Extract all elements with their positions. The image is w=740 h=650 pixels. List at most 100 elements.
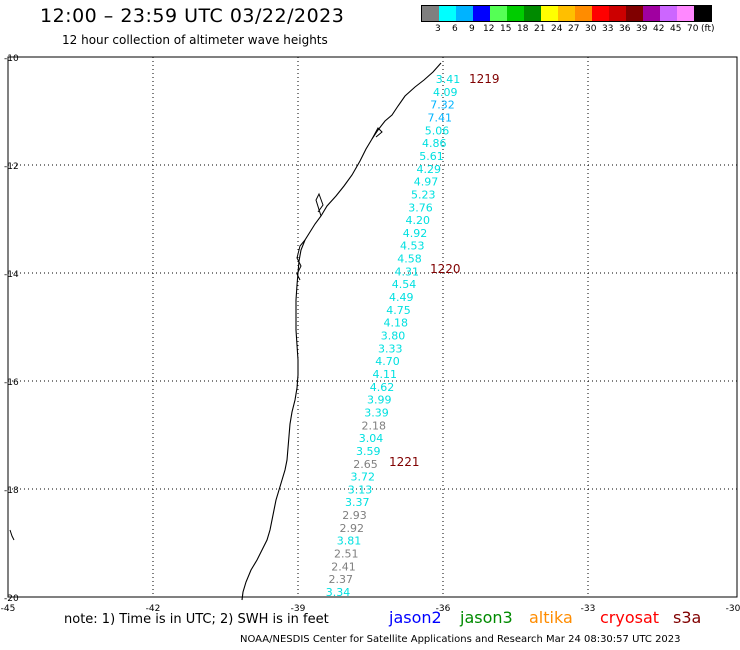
wave-height-value: 3.04 [359, 432, 384, 445]
wave-height-value: 3.39 [364, 406, 389, 419]
wave-height-value: 4.86 [422, 137, 447, 150]
scale-label: 36 [619, 24, 631, 34]
wave-height-value: 3.13 [348, 483, 373, 496]
map-title: 12:00 – 23:59 UTC 03/22/2023 [40, 5, 345, 27]
wave-height-value: 3.99 [367, 394, 392, 407]
wave-height-value: 4.20 [406, 214, 431, 227]
wave-height-value: 4.11 [373, 368, 398, 381]
satellite-cryosat: cryosat [600, 608, 660, 627]
wave-height-value: 4.54 [392, 278, 417, 291]
wave-height-value: 2.65 [353, 458, 378, 471]
wave-height-value: 5.23 [411, 188, 436, 201]
scale-swatch [694, 6, 711, 21]
scale-label: 33 [602, 24, 614, 34]
scale-label: 15 [500, 24, 512, 34]
wave-height-value: 3.41 [436, 73, 461, 86]
scale-swatch [592, 6, 609, 21]
scale-swatch [456, 6, 473, 21]
wave-height-value: 5.61 [419, 150, 444, 163]
longitude-label: -33 [581, 604, 596, 614]
wave-height-value: 3.59 [356, 445, 381, 458]
color-scale-legend: 3 6 9 12 15 18 21 24 27 30 33 36 39 42 45 70 (ft) [421, 5, 715, 36]
wave-height-value: 4.92 [403, 227, 428, 240]
wave-height-value: 3.81 [337, 535, 362, 548]
wave-height-value: 2.41 [331, 560, 356, 573]
scale-swatch [609, 6, 626, 21]
wave-height-value: 2.92 [340, 522, 365, 535]
footer-credit: NOAA/NESDIS Center for Satellite Applica… [240, 634, 681, 645]
wave-height-value: 4.53 [400, 240, 425, 253]
longitude-label: -30 [726, 604, 740, 614]
bay-outline [9, 127, 383, 541]
wave-height-value: 4.18 [384, 317, 409, 330]
scale-label: 3 [435, 24, 441, 34]
scale-label: 30 [585, 24, 597, 34]
scale-label: 39 [636, 24, 648, 34]
wave-height-value: 4.29 [417, 163, 442, 176]
wave-height-value: 3.76 [408, 201, 433, 214]
scale-label: 70 [687, 24, 699, 34]
color-scale-bar [421, 5, 712, 22]
wave-height-value: 4.09 [433, 86, 458, 99]
wave-height-value: 5.06 [425, 124, 450, 137]
longitude-labels: -45 -42 -39 -36 -33 -30 [1, 604, 740, 614]
graticule [8, 57, 737, 597]
scale-swatch [677, 6, 694, 21]
map-frame [7, 56, 738, 598]
wave-height-value: 2.93 [342, 509, 367, 522]
latitude-label: -16 [4, 378, 19, 388]
pass-time-label: 1220 [430, 262, 461, 276]
pass-time-label: 1221 [389, 455, 420, 469]
scale-swatch [541, 6, 558, 21]
scale-swatch [643, 6, 660, 21]
wave-height-value: 4.97 [414, 176, 439, 189]
longitude-label: -42 [146, 604, 161, 614]
scale-swatch [473, 6, 490, 21]
scale-label: 18 [517, 24, 529, 34]
wave-height-value: 4.75 [386, 304, 411, 317]
wave-height-value: 7.32 [430, 99, 455, 112]
satellite-jason3: jason3 [460, 608, 513, 627]
scale-swatch [422, 6, 439, 21]
scale-label: 24 [551, 24, 563, 34]
scale-label: 42 [653, 24, 665, 34]
scale-label: 45 [670, 24, 682, 34]
wave-height-value: 3.72 [351, 471, 376, 484]
latitude-label: -20 [4, 594, 19, 604]
latitude-label: -18 [4, 486, 19, 496]
wave-height-value: 2.18 [362, 419, 387, 432]
pass-time-labels: 1219 1220 1221 [389, 72, 500, 469]
scale-label: 9 [469, 24, 475, 34]
wave-height-value: 3.34 [326, 586, 351, 599]
map-subtitle: 12 hour collection of altimeter wave hei… [62, 33, 328, 47]
scale-unit: (ft) [701, 24, 715, 34]
satellite-altika: altika [529, 608, 573, 627]
scale-swatch [490, 6, 507, 21]
scale-label: 6 [452, 24, 458, 34]
wave-height-value: 3.80 [381, 330, 406, 343]
longitude-label: -36 [436, 604, 451, 614]
wave-height-value: 2.51 [334, 548, 359, 561]
coastline [241, 62, 442, 601]
latitude-labels: -10 -12 -14 -16 -18 -20 [4, 54, 19, 604]
color-scale-labels: 3 6 9 12 15 18 21 24 27 30 33 36 39 42 45 70 (ft) [421, 22, 715, 36]
wave-height-value: 4.49 [389, 291, 414, 304]
wave-height-value: 3.33 [378, 342, 403, 355]
wave-height-value: 2.37 [329, 573, 354, 586]
scale-label: 27 [568, 24, 580, 34]
scale-swatch [558, 6, 575, 21]
wave-height-track: 3.414.097.327.415.064.865.614.294.975.23… [326, 73, 461, 599]
longitude-label: -45 [1, 604, 16, 614]
scale-label: 21 [534, 24, 546, 34]
wave-height-value: 7.41 [428, 111, 453, 124]
longitude-label: -39 [291, 604, 306, 614]
scale-swatch [575, 6, 592, 21]
latitude-label: -12 [4, 162, 19, 172]
scale-swatch [439, 6, 456, 21]
satellite-s3a: s3a [673, 608, 702, 627]
scale-swatch [524, 6, 541, 21]
wave-height-value: 3.37 [345, 496, 370, 509]
latitude-label: -14 [4, 270, 19, 280]
scale-label: 12 [483, 24, 495, 34]
